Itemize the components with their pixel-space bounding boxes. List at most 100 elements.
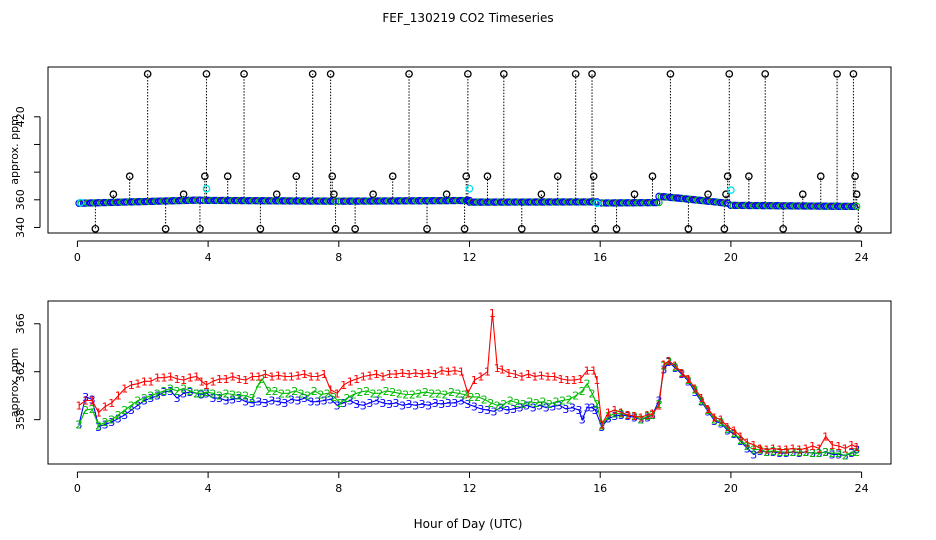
bottom-series-1-marker: 1 <box>128 379 135 392</box>
bottom-series-2-marker: 2 <box>330 391 337 404</box>
top-series-point <box>456 196 465 205</box>
top-series-point <box>208 196 217 205</box>
top-spike-point <box>388 172 397 181</box>
top-series-point <box>798 202 806 210</box>
bottom-y-tick-label: 362 <box>14 361 27 382</box>
bottom-series-3-marker: 3 <box>353 398 360 411</box>
top-series-point <box>383 197 391 205</box>
bottom-series-1-marker: 1 <box>835 440 842 453</box>
top-series-point <box>187 196 195 205</box>
bottom-series-1-marker: 1 <box>525 368 532 381</box>
bottom-series-2-marker: 2 <box>789 446 796 459</box>
top-x-tick-label: 0 <box>74 251 81 264</box>
bottom-series-1-marker: 1 <box>180 374 187 387</box>
bottom-series-1-marker: 1 <box>644 409 651 422</box>
top-series-point <box>504 198 512 206</box>
bottom-series-1-marker: 1 <box>154 372 161 385</box>
bottom-series-2-marker: 2 <box>76 418 83 431</box>
bottom-series-3-marker: 3 <box>631 411 638 424</box>
top-series-point <box>238 196 246 205</box>
bottom-series-2-marker: 2 <box>803 446 810 459</box>
bottom-series-1-marker: 1 <box>724 421 731 434</box>
bottom-series-3-marker: 3 <box>360 399 367 412</box>
bottom-series-3-marker: 3 <box>458 394 465 407</box>
bottom-series-1-marker: 1 <box>512 368 519 381</box>
top-series-point <box>756 201 765 210</box>
top-series-point <box>653 198 661 207</box>
bottom-series-1-marker: 1 <box>711 411 718 424</box>
top-series-point <box>380 197 389 205</box>
bottom-series-2-marker: 2 <box>435 387 442 400</box>
top-series-point <box>95 199 104 207</box>
top-spike-point <box>328 172 337 181</box>
bottom-series-2-marker: 2 <box>809 447 816 460</box>
bottom-series-2-marker: 2 <box>422 386 429 399</box>
bottom-series-1-marker: 1 <box>518 371 525 384</box>
bottom-series-1-marker: 1 <box>484 366 491 379</box>
top-cyan-point <box>593 199 601 208</box>
bottom-plot-frame <box>47 300 892 465</box>
top-series-point <box>604 199 613 207</box>
top-spike-point <box>143 70 152 78</box>
bottom-series-2-marker: 2 <box>783 446 790 459</box>
top-series-point <box>299 197 308 205</box>
top-series-point <box>267 197 276 205</box>
top-series-point <box>559 198 567 206</box>
top-spike-point <box>684 225 693 233</box>
top-series-point <box>470 198 478 206</box>
bottom-series-2-marker: 2 <box>242 390 249 403</box>
bottom-series-1-marker: 1 <box>464 387 471 400</box>
top-series-point <box>394 197 403 205</box>
top-series-point <box>315 197 324 205</box>
bottom-series-1-marker: 1 <box>160 372 167 385</box>
bottom-series-1-marker: 1 <box>672 360 679 373</box>
top-series-point <box>584 198 592 206</box>
bottom-series-3-marker: 3 <box>438 398 445 411</box>
bottom-series-1-marker: 1 <box>451 365 458 378</box>
bottom-series-1-marker: 1 <box>611 404 618 417</box>
bottom-series-1-marker: 1 <box>445 366 452 379</box>
top-spike-point <box>591 225 600 233</box>
bottom-series-2-marker: 2 <box>255 378 262 391</box>
top-series-point <box>814 202 822 210</box>
top-series-point <box>399 197 407 205</box>
bottom-series-3-marker: 3 <box>464 398 471 411</box>
top-series-point <box>155 197 163 205</box>
top-series-point <box>648 198 656 207</box>
bottom-series-2-marker: 2 <box>593 398 600 411</box>
top-series-point <box>768 201 776 210</box>
top-series-point <box>600 199 608 207</box>
bottom-series-1-marker: 1 <box>471 374 478 387</box>
bottom-series-3-marker: 3 <box>386 398 393 411</box>
bottom-x-tick-label: 20 <box>724 482 738 495</box>
top-series-point <box>236 196 244 205</box>
bottom-series-1-marker: 1 <box>757 442 764 455</box>
top-series-point <box>182 196 190 205</box>
top-series-point <box>422 197 430 205</box>
top-cyan-point <box>202 184 211 193</box>
top-series-point <box>527 198 535 206</box>
top-series-point <box>607 199 615 207</box>
top-series-point <box>440 196 448 205</box>
top-y-tick-label: 360 <box>14 189 27 210</box>
top-series-point <box>327 197 335 205</box>
bottom-series-3-marker: 3 <box>536 399 543 412</box>
top-series-point <box>458 196 467 205</box>
bottom-series-1-marker: 1 <box>399 367 406 380</box>
top-series-point <box>231 196 239 205</box>
top-spike-point <box>833 70 841 78</box>
top-spike-point <box>125 172 134 181</box>
top-series-point <box>84 199 92 207</box>
bottom-series-2-marker: 2 <box>383 385 390 398</box>
bottom-series-3-marker: 3 <box>451 397 458 410</box>
bottom-series-1-marker: 1 <box>288 371 295 384</box>
top-series-point <box>403 197 412 205</box>
bottom-series-3-marker: 3 <box>399 399 406 412</box>
top-series-point <box>536 198 544 206</box>
top-series-point <box>634 199 643 207</box>
bottom-series-1-marker: 1 <box>531 371 538 384</box>
bottom-series-2-marker: 2 <box>428 387 435 400</box>
bottom-series-1-marker: 1 <box>141 375 148 388</box>
bottom-series-1-marker: 1 <box>763 444 770 457</box>
bottom-series-3-marker: 3 <box>210 392 217 405</box>
